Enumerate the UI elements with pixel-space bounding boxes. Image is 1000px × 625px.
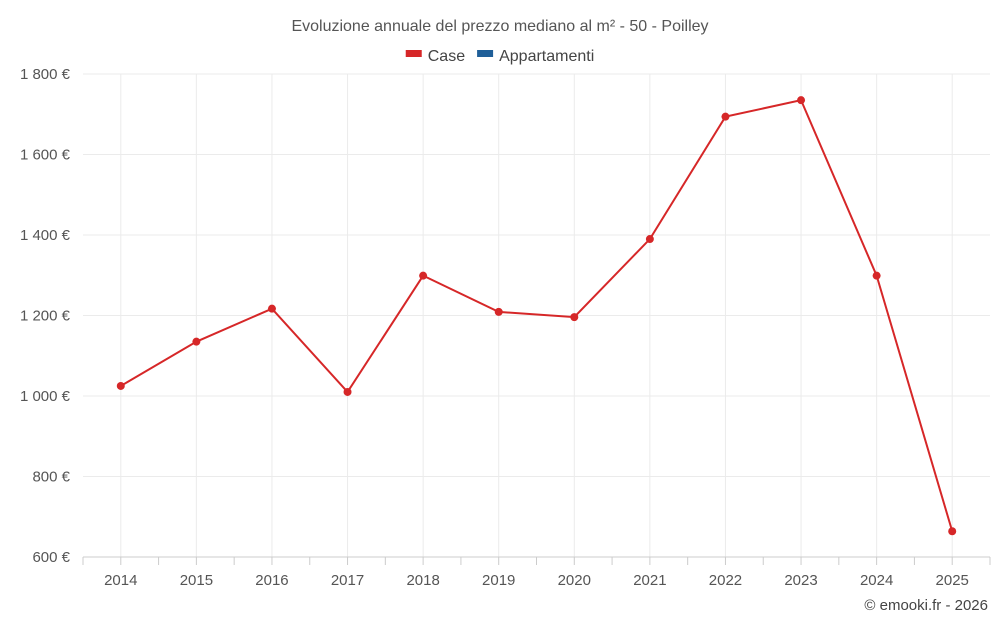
data-point-2024[interactable]	[872, 271, 881, 280]
x-tick-label: 2021	[633, 572, 666, 589]
data-point-2019[interactable]	[494, 307, 503, 316]
data-point-2025[interactable]	[948, 527, 957, 536]
x-tick-label: 2018	[406, 572, 439, 589]
data-point-2016[interactable]	[267, 304, 276, 313]
data-point-2020[interactable]	[570, 313, 579, 322]
x-tick-label: 2016	[255, 572, 288, 589]
x-tick-label: 2022	[709, 572, 742, 589]
legend-swatch	[477, 50, 494, 57]
y-tick-label: 1 200 €	[20, 308, 71, 325]
y-tick-label: 1 600 €	[20, 147, 71, 164]
chart-title: Evoluzione annuale del prezzo mediano al…	[291, 18, 708, 35]
series-layer	[116, 96, 957, 536]
x-tick-label: 2019	[482, 572, 515, 589]
y-tick-label: 1 400 €	[20, 227, 71, 244]
legend-item-appartamenti[interactable]: Appartamenti	[477, 48, 594, 65]
x-tick-label: 2014	[104, 572, 137, 589]
y-tick-label: 1 000 €	[20, 388, 71, 405]
legend-label: Appartamenti	[499, 48, 594, 65]
series-case	[116, 96, 957, 536]
data-point-2014[interactable]	[116, 381, 125, 390]
x-tick-label: 2025	[936, 572, 969, 589]
legend-item-case[interactable]: Case	[405, 48, 465, 65]
data-point-2018[interactable]	[419, 271, 428, 280]
y-tick-label: 1 800 €	[20, 66, 71, 83]
data-point-2015[interactable]	[192, 337, 201, 346]
y-axis: 600 € 800 € 1 000 € 1 200 € 1 400 € 1 600 € 1 …	[20, 66, 71, 566]
y-tick-label: 600 €	[32, 549, 70, 566]
credit-text: © emooki.fr - 2026	[864, 597, 988, 614]
data-point-2021[interactable]	[645, 235, 654, 244]
x-tick-label: 2017	[331, 572, 364, 589]
series-line	[120, 99, 954, 532]
x-axis: 2014 2015 2016 2017 2018 2019 2020 2021 2022 2023…	[82, 556, 991, 589]
grid	[83, 73, 990, 557]
legend: Case Appartamenti	[405, 48, 594, 65]
data-point-2017[interactable]	[343, 387, 352, 396]
x-tick-label: 2015	[180, 572, 213, 589]
legend-label: Case	[428, 48, 465, 65]
x-tick-label: 2020	[558, 572, 591, 589]
y-tick-label: 800 €	[32, 469, 70, 486]
data-point-2023[interactable]	[797, 96, 806, 105]
x-tick-label: 2023	[784, 572, 817, 589]
legend-swatch	[405, 50, 422, 57]
data-point-2022[interactable]	[721, 112, 730, 121]
x-tick-label: 2024	[860, 572, 893, 589]
